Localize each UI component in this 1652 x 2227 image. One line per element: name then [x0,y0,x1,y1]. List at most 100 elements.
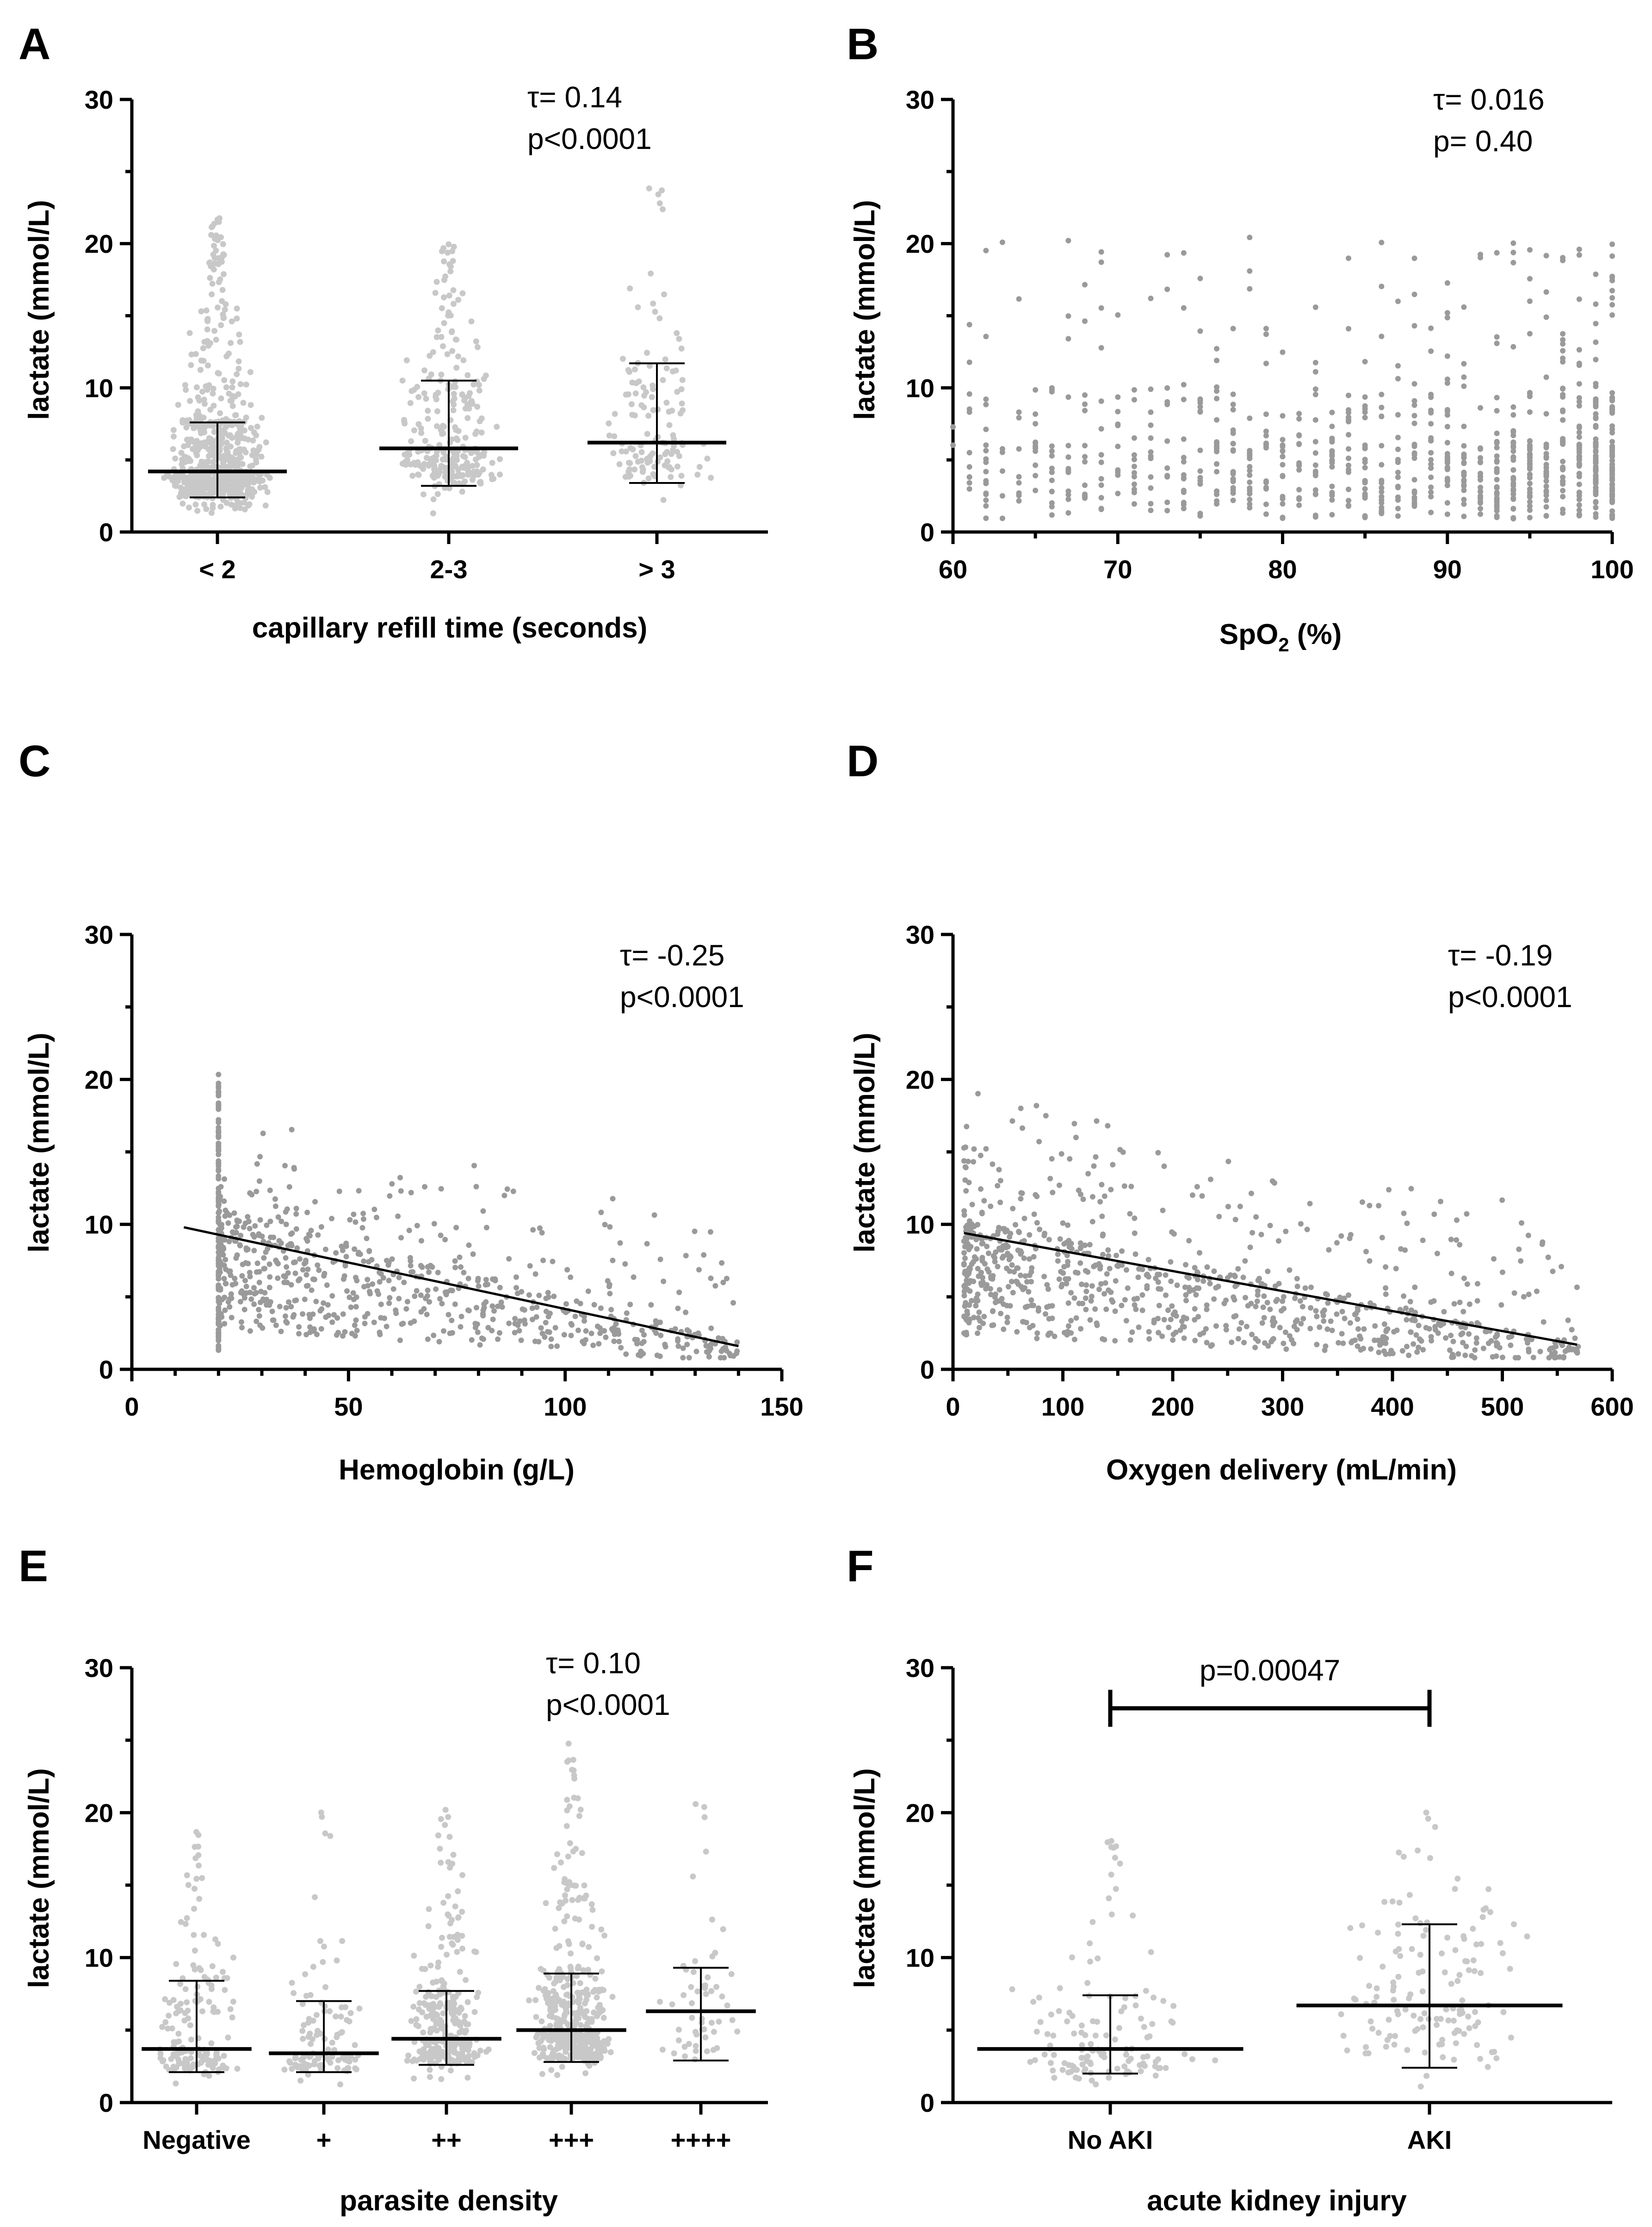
data-point [452,384,458,390]
data-point [1021,1255,1027,1261]
data-point [208,2040,215,2047]
data-point [446,261,452,267]
data-point [413,2022,420,2028]
data-point [537,1225,543,1231]
data-point [971,1315,977,1320]
data-point [211,328,217,334]
data-point [406,1227,412,1233]
data-point [480,466,486,473]
data-point [256,444,263,450]
data-point [220,491,226,497]
data-point [453,336,459,343]
data-point [699,2016,705,2022]
data-point [1123,1267,1129,1273]
data-point [444,1951,450,1958]
data-point [1576,403,1582,409]
data-point [427,1962,434,1969]
data-point [1189,1192,1195,1198]
data-point [1510,496,1516,502]
data-point [983,448,989,454]
data-point [461,1269,467,1275]
data-point [430,2051,436,2057]
data-point [1519,1220,1524,1226]
data-point [245,482,251,488]
data-point [675,1343,681,1349]
panel-e-xtick-label: ++ [431,2125,461,2154]
data-point [1346,446,1351,452]
data-point [1216,1213,1222,1219]
panel-d-xtick-label: 500 [1481,1392,1524,1421]
data-point [497,471,503,478]
data-point [326,1312,332,1318]
data-point [1380,1334,1386,1340]
data-point [1420,1347,1426,1353]
data-point [980,1320,986,1326]
data-point [1444,280,1450,286]
data-point [1386,1187,1392,1193]
data-point [317,1308,323,1314]
data-point [1163,1292,1169,1298]
data-point [613,1321,619,1327]
data-point [989,1323,995,1329]
data-point [238,1290,244,1296]
data-point [1148,501,1154,507]
data-point [678,482,684,489]
data-point [447,1330,453,1336]
data-point [1510,476,1516,483]
data-point [962,1256,968,1261]
data-point [462,2013,468,2019]
data-point [1576,507,1582,513]
data-point [1225,1275,1231,1281]
data-point [961,1212,967,1218]
data-point [594,1994,600,2001]
data-point [1253,1304,1259,1310]
data-point [475,1329,481,1335]
data-point [1077,1240,1083,1246]
data-point [466,2043,472,2049]
data-point [1165,1307,1171,1313]
data-point [1313,1308,1319,1314]
data-point [1444,353,1450,359]
data-point [1082,1242,1088,1248]
data-point [1275,1238,1281,1244]
data-point [206,1998,212,2005]
data-point [622,1261,628,1267]
data-point [317,1938,323,1944]
data-point [1181,459,1187,465]
data-point [1050,1189,1056,1195]
data-point [489,1303,495,1309]
data-point [199,460,205,467]
data-point [1280,448,1286,454]
data-point [581,2035,587,2041]
data-point [636,378,642,385]
data-point [631,412,638,419]
data-point [1272,1319,1278,1325]
panel-e-ytick-label: 0 [99,2088,113,2117]
data-point [275,1214,281,1220]
data-point [999,1296,1005,1302]
data-point [1510,467,1516,473]
data-point [659,2047,666,2053]
data-point [229,1295,235,1301]
data-point [1016,296,1022,302]
data-point [1441,1321,1447,1327]
data-point [1574,1284,1580,1290]
data-point [543,1308,549,1314]
data-point [974,1246,980,1252]
data-point [1014,1329,1020,1335]
data-point [321,1300,327,1306]
data-point [1146,1329,1152,1335]
data-point [1173,1330,1179,1336]
data-point [1204,1340,1210,1346]
data-point [245,1214,251,1220]
data-point [589,1924,595,1930]
data-point [1363,1249,1369,1255]
panel-label-f: F [847,1541,874,1591]
data-point [440,449,447,456]
data-point [1065,1323,1071,1329]
data-point [194,490,201,497]
data-point [403,1306,409,1312]
data-point [1329,464,1335,470]
data-point [334,1957,340,1964]
data-point [1034,1330,1040,1336]
